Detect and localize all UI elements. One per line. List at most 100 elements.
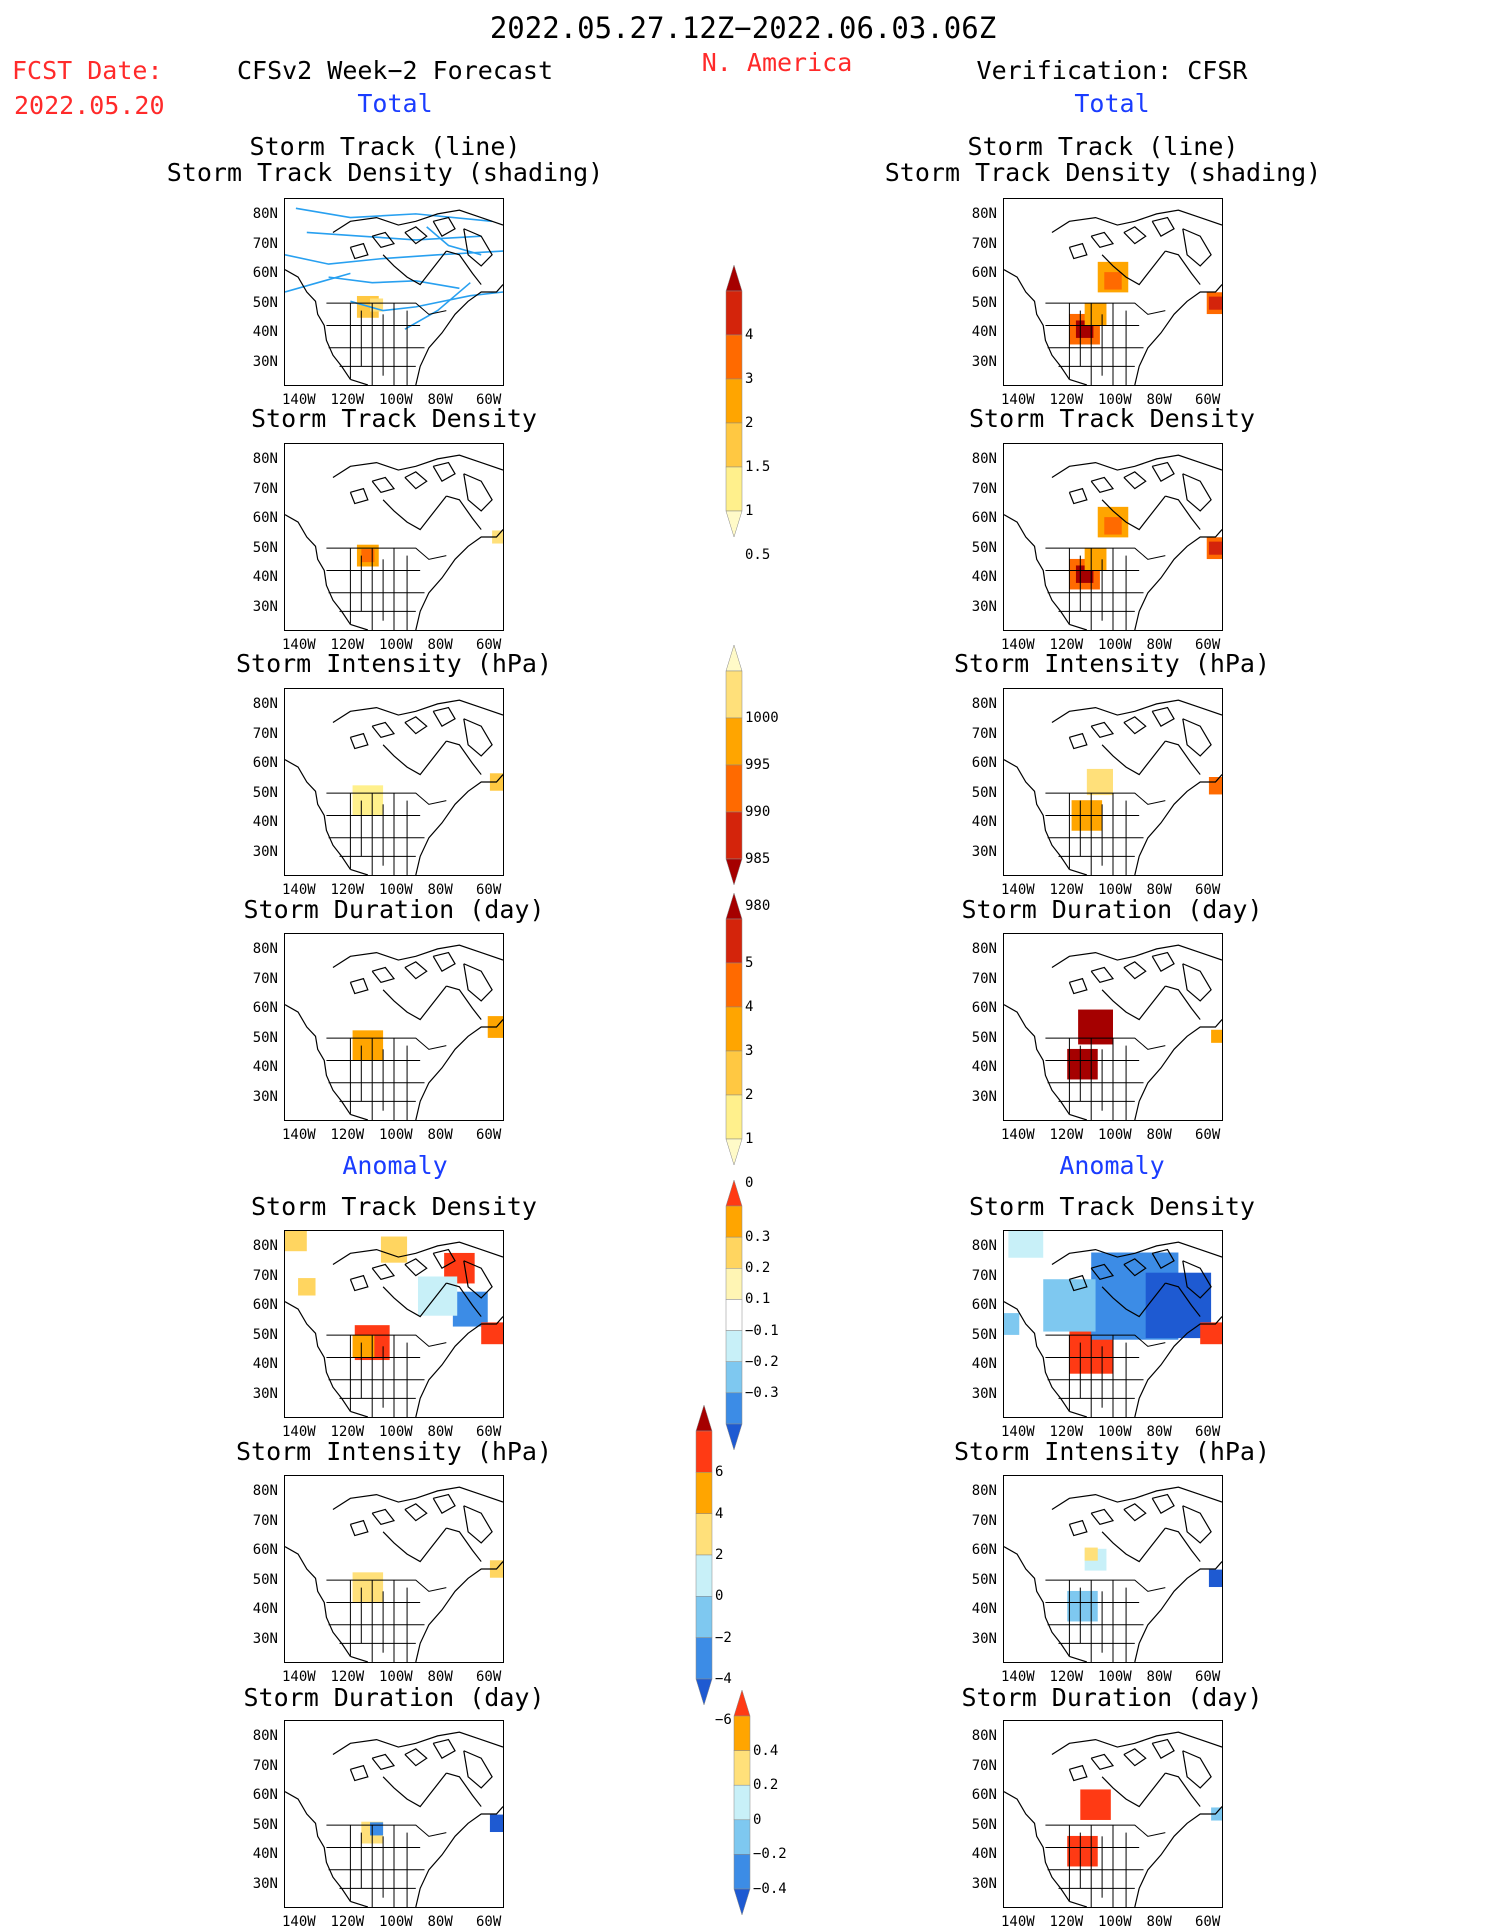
coastline xyxy=(350,623,369,630)
coastline xyxy=(1165,495,1201,530)
coastline xyxy=(285,1546,351,1657)
right-map-anom-duration-svg xyxy=(1004,1731,1222,1907)
coastline xyxy=(371,231,396,249)
shading-cell xyxy=(1084,1547,1098,1561)
coastline xyxy=(1069,1900,1088,1907)
coastline xyxy=(1068,977,1088,995)
colorbar-swatch xyxy=(725,717,743,766)
coastline xyxy=(1068,242,1088,260)
shading-cell xyxy=(1084,548,1107,571)
lon-tick-label: 140W xyxy=(1001,392,1035,408)
coastline xyxy=(1004,1301,1070,1412)
colorbar-label: 985 xyxy=(745,851,771,867)
lat-tick-label: 60N xyxy=(971,510,997,526)
border-line xyxy=(326,792,447,805)
lat-tick-label: 70N xyxy=(252,1267,278,1284)
lon-tick-label: 120W xyxy=(1049,1127,1084,1143)
coastline xyxy=(382,985,447,1021)
lon-tick-label: 100W xyxy=(1098,1127,1132,1143)
left-total-label: Total xyxy=(357,89,433,118)
left-map-intensity-svg xyxy=(285,699,503,875)
lat-tick-label: 70N xyxy=(252,1757,278,1774)
coastline xyxy=(350,1655,369,1662)
lat-tick-label: 30N xyxy=(252,1385,278,1402)
lat-tick-label: 40N xyxy=(252,1601,278,1617)
coastline xyxy=(1182,1505,1212,1544)
colorbar-swatch xyxy=(725,1299,743,1331)
lat-tick-label: 30N xyxy=(252,1875,278,1892)
border-line xyxy=(1045,547,1166,560)
lat-tick-label: 30N xyxy=(971,1088,997,1105)
lat-tick-label: 40N xyxy=(971,569,997,585)
lat-tick-label: 70N xyxy=(971,1267,997,1284)
border-line xyxy=(326,302,447,315)
lat-tick-label: 40N xyxy=(971,814,997,830)
lat-tick-label: 70N xyxy=(971,235,997,252)
coastline xyxy=(446,1772,482,1807)
left-intensity-title: Storm Intensity (hPa) xyxy=(235,649,553,678)
lat-tick-label: 30N xyxy=(252,843,278,860)
lon-tick-label: 100W xyxy=(379,637,413,653)
shading-cell xyxy=(361,549,375,563)
colorbar-label: −0.2 xyxy=(753,1846,787,1863)
coastline xyxy=(1051,1241,1222,1265)
colorbar-swatch xyxy=(733,1819,751,1855)
lon-tick-label: 140W xyxy=(282,1127,316,1143)
coastline xyxy=(446,495,482,530)
colorbar-swatch xyxy=(725,1006,743,1052)
lat-tick-label: 80N xyxy=(252,1483,278,1499)
lat-tick-label: 30N xyxy=(252,1088,278,1105)
lat-tick-label: 50N xyxy=(971,1029,997,1046)
right-anomaly-label: Anomaly xyxy=(1059,1151,1165,1180)
right-track-density-shading-title: Storm Track Density (shading) xyxy=(884,158,1322,187)
colorbar-swatch xyxy=(695,1472,713,1514)
coastline xyxy=(432,461,456,483)
lat-tick-label: 40N xyxy=(971,1846,997,1862)
colorbar-swatch xyxy=(725,1268,743,1300)
colorbar-label: 4 xyxy=(745,327,754,343)
shading-cell xyxy=(492,530,503,544)
lon-tick-label: 80W xyxy=(427,1914,453,1930)
region-title: N. America xyxy=(701,48,853,77)
lon-tick-label: 100W xyxy=(379,882,413,898)
colorbar-swatch xyxy=(725,1330,743,1362)
lat-tick-label: 60N xyxy=(252,265,278,281)
left-map-anom-intensity-svg xyxy=(285,1486,503,1662)
coastline xyxy=(463,473,493,512)
coastline xyxy=(1182,963,1212,1002)
coastline xyxy=(432,951,456,973)
right-total-label: Total xyxy=(1074,89,1150,118)
colorbar-swatch xyxy=(733,1750,751,1786)
left-duration-title: Storm Duration (day) xyxy=(243,895,545,924)
colorbar-label: 3 xyxy=(745,371,754,387)
border-line xyxy=(326,1334,447,1347)
colorbar-label: −2 xyxy=(715,1629,732,1646)
coastline xyxy=(1134,529,1222,630)
lat-tick-label: 30N xyxy=(971,1875,997,1892)
colorbar-label: 0 xyxy=(745,1175,754,1191)
colorbar-swatch xyxy=(725,422,743,468)
coastline xyxy=(332,209,503,233)
coastline xyxy=(446,740,482,775)
lat-tick-label: 30N xyxy=(252,353,278,370)
coastline xyxy=(350,1410,369,1417)
right-map-track-svg xyxy=(1004,209,1222,385)
fcst-date-label: FCST Date: xyxy=(12,56,163,85)
colorbar-label: 1000 xyxy=(745,710,779,726)
lat-tick-label: 60N xyxy=(252,1787,278,1803)
lat-tick-label: 80N xyxy=(252,1728,278,1744)
coastline xyxy=(382,495,447,531)
coastline xyxy=(415,529,503,630)
coastline xyxy=(446,1282,482,1317)
lat-tick-label: 70N xyxy=(252,235,278,252)
lat-tick-label: 60N xyxy=(971,1787,997,1803)
shading-cell xyxy=(352,785,384,816)
lon-tick-label: 60W xyxy=(1195,392,1221,408)
right-map-density xyxy=(1003,443,1223,631)
colorbar-swatch xyxy=(725,670,743,719)
left-map-anom-density xyxy=(284,1230,504,1418)
coastline xyxy=(371,1263,396,1281)
colorbar-label: 3 xyxy=(745,1043,754,1059)
coastline xyxy=(1051,1486,1222,1510)
colorbar-label: 2 xyxy=(745,1087,754,1103)
